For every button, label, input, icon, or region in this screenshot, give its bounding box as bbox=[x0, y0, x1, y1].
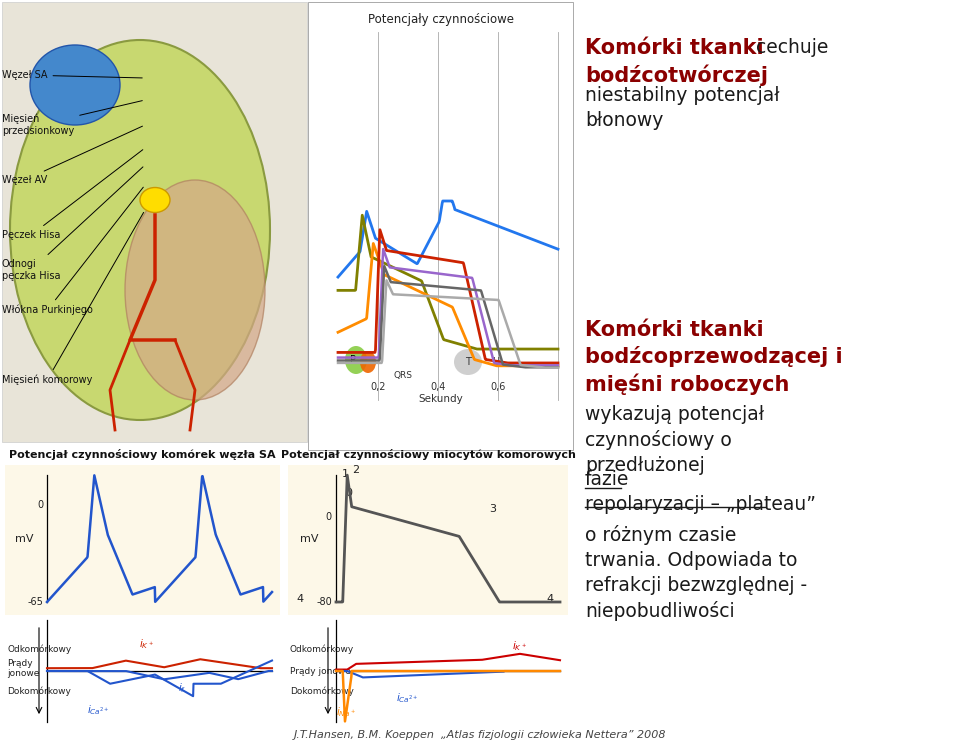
Text: wykazują potencjał
czynnościowy o
przedłużonej: wykazują potencjał czynnościowy o przedł… bbox=[585, 405, 764, 475]
Text: 1: 1 bbox=[342, 469, 348, 479]
Text: cechuje: cechuje bbox=[750, 38, 828, 57]
Text: 0,2: 0,2 bbox=[371, 382, 386, 392]
Text: $i_{Ca^{2+}}$: $i_{Ca^{2+}}$ bbox=[87, 703, 110, 717]
Text: $i_{K^+}$: $i_{K^+}$ bbox=[512, 639, 527, 653]
Ellipse shape bbox=[140, 187, 170, 213]
Text: T: T bbox=[465, 357, 471, 367]
Text: QRS: QRS bbox=[394, 371, 413, 380]
Text: Pęczek Hisa: Pęczek Hisa bbox=[2, 150, 143, 240]
Text: 4: 4 bbox=[297, 594, 303, 604]
Text: P: P bbox=[350, 355, 356, 365]
Text: Mięsień
przedsionkowy: Mięsień przedsionkowy bbox=[2, 100, 142, 136]
Text: Dokomórkowy: Dokomórkowy bbox=[7, 686, 71, 696]
Text: Komórki tkanki
bodźcoprzewodzącej i
mięśni roboczych: Komórki tkanki bodźcoprzewodzącej i mięś… bbox=[585, 320, 843, 394]
FancyBboxPatch shape bbox=[308, 2, 573, 450]
Text: niestabilny potencjał
błonowy: niestabilny potencjał błonowy bbox=[585, 86, 780, 130]
Text: 0: 0 bbox=[36, 500, 43, 510]
Ellipse shape bbox=[30, 45, 120, 125]
Text: Potencjał czynnościowy komórek węzła SA: Potencjał czynnościowy komórek węzła SA bbox=[10, 449, 276, 460]
Text: U: U bbox=[492, 357, 499, 367]
Text: J.T.Hansen, B.M. Koeppen  „Atlas fizjologii człowieka Nettera” 2008: J.T.Hansen, B.M. Koeppen „Atlas fizjolog… bbox=[294, 730, 666, 740]
Text: 0: 0 bbox=[325, 513, 332, 522]
Ellipse shape bbox=[345, 346, 367, 374]
Text: 3: 3 bbox=[490, 504, 496, 514]
Text: Mięsień komorowy: Mięsień komorowy bbox=[2, 212, 144, 385]
FancyBboxPatch shape bbox=[2, 2, 307, 442]
Text: Prądy: Prądy bbox=[7, 659, 33, 669]
Text: $i_{Na^+}$: $i_{Na^+}$ bbox=[336, 705, 356, 719]
Text: Prądy jonowe: Prądy jonowe bbox=[290, 667, 350, 676]
FancyBboxPatch shape bbox=[288, 465, 568, 615]
Text: -80: -80 bbox=[316, 597, 332, 607]
Text: 4: 4 bbox=[546, 594, 554, 604]
Text: 2: 2 bbox=[352, 465, 360, 475]
Text: $i_{Ca^{2+}}$: $i_{Ca^{2+}}$ bbox=[396, 691, 420, 705]
Text: Odkomórkowy: Odkomórkowy bbox=[7, 644, 71, 654]
Text: Sekundy: Sekundy bbox=[419, 394, 463, 404]
Text: Komórki tkanki
bodźcotwórczej: Komórki tkanki bodźcotwórczej bbox=[585, 38, 768, 86]
Text: Odkomórkowy: Odkomórkowy bbox=[290, 644, 354, 654]
Text: jonowe: jonowe bbox=[7, 669, 39, 678]
Text: $i_f$: $i_f$ bbox=[178, 681, 186, 695]
Text: Odnogi
pęczka Hisa: Odnogi pęczka Hisa bbox=[2, 167, 143, 280]
Text: Dokomórkowy: Dokomórkowy bbox=[290, 686, 354, 696]
Text: mV: mV bbox=[15, 533, 34, 544]
Ellipse shape bbox=[454, 349, 482, 375]
Text: Potencjał czynnościowy miocytów komorowych: Potencjał czynnościowy miocytów komorowy… bbox=[280, 449, 575, 460]
Text: o różnym czasie
trwania. Odpowiada to
refrakcji bezwzględnej -
niepobudliwości: o różnym czasie trwania. Odpowiada to re… bbox=[585, 525, 807, 621]
Ellipse shape bbox=[10, 40, 270, 420]
Text: Węzeł AV: Węzeł AV bbox=[2, 126, 142, 185]
Text: $i_{K^+}$: $i_{K^+}$ bbox=[138, 637, 154, 651]
Text: 0,4: 0,4 bbox=[430, 382, 445, 392]
Text: Włókna Purkinjego: Włókna Purkinjego bbox=[2, 187, 143, 315]
Ellipse shape bbox=[360, 351, 376, 373]
Text: fazie
repolaryzacji – „plateau”: fazie repolaryzacji – „plateau” bbox=[585, 470, 816, 514]
Text: mV: mV bbox=[300, 533, 319, 544]
Text: -65: -65 bbox=[27, 597, 43, 607]
FancyBboxPatch shape bbox=[5, 465, 280, 615]
Text: Węzeł SA: Węzeł SA bbox=[2, 70, 142, 80]
Text: 0,6: 0,6 bbox=[491, 382, 506, 392]
Ellipse shape bbox=[125, 180, 265, 400]
Text: 0: 0 bbox=[345, 488, 351, 498]
Text: Potencjały czynnościowe: Potencjały czynnościowe bbox=[368, 13, 514, 27]
